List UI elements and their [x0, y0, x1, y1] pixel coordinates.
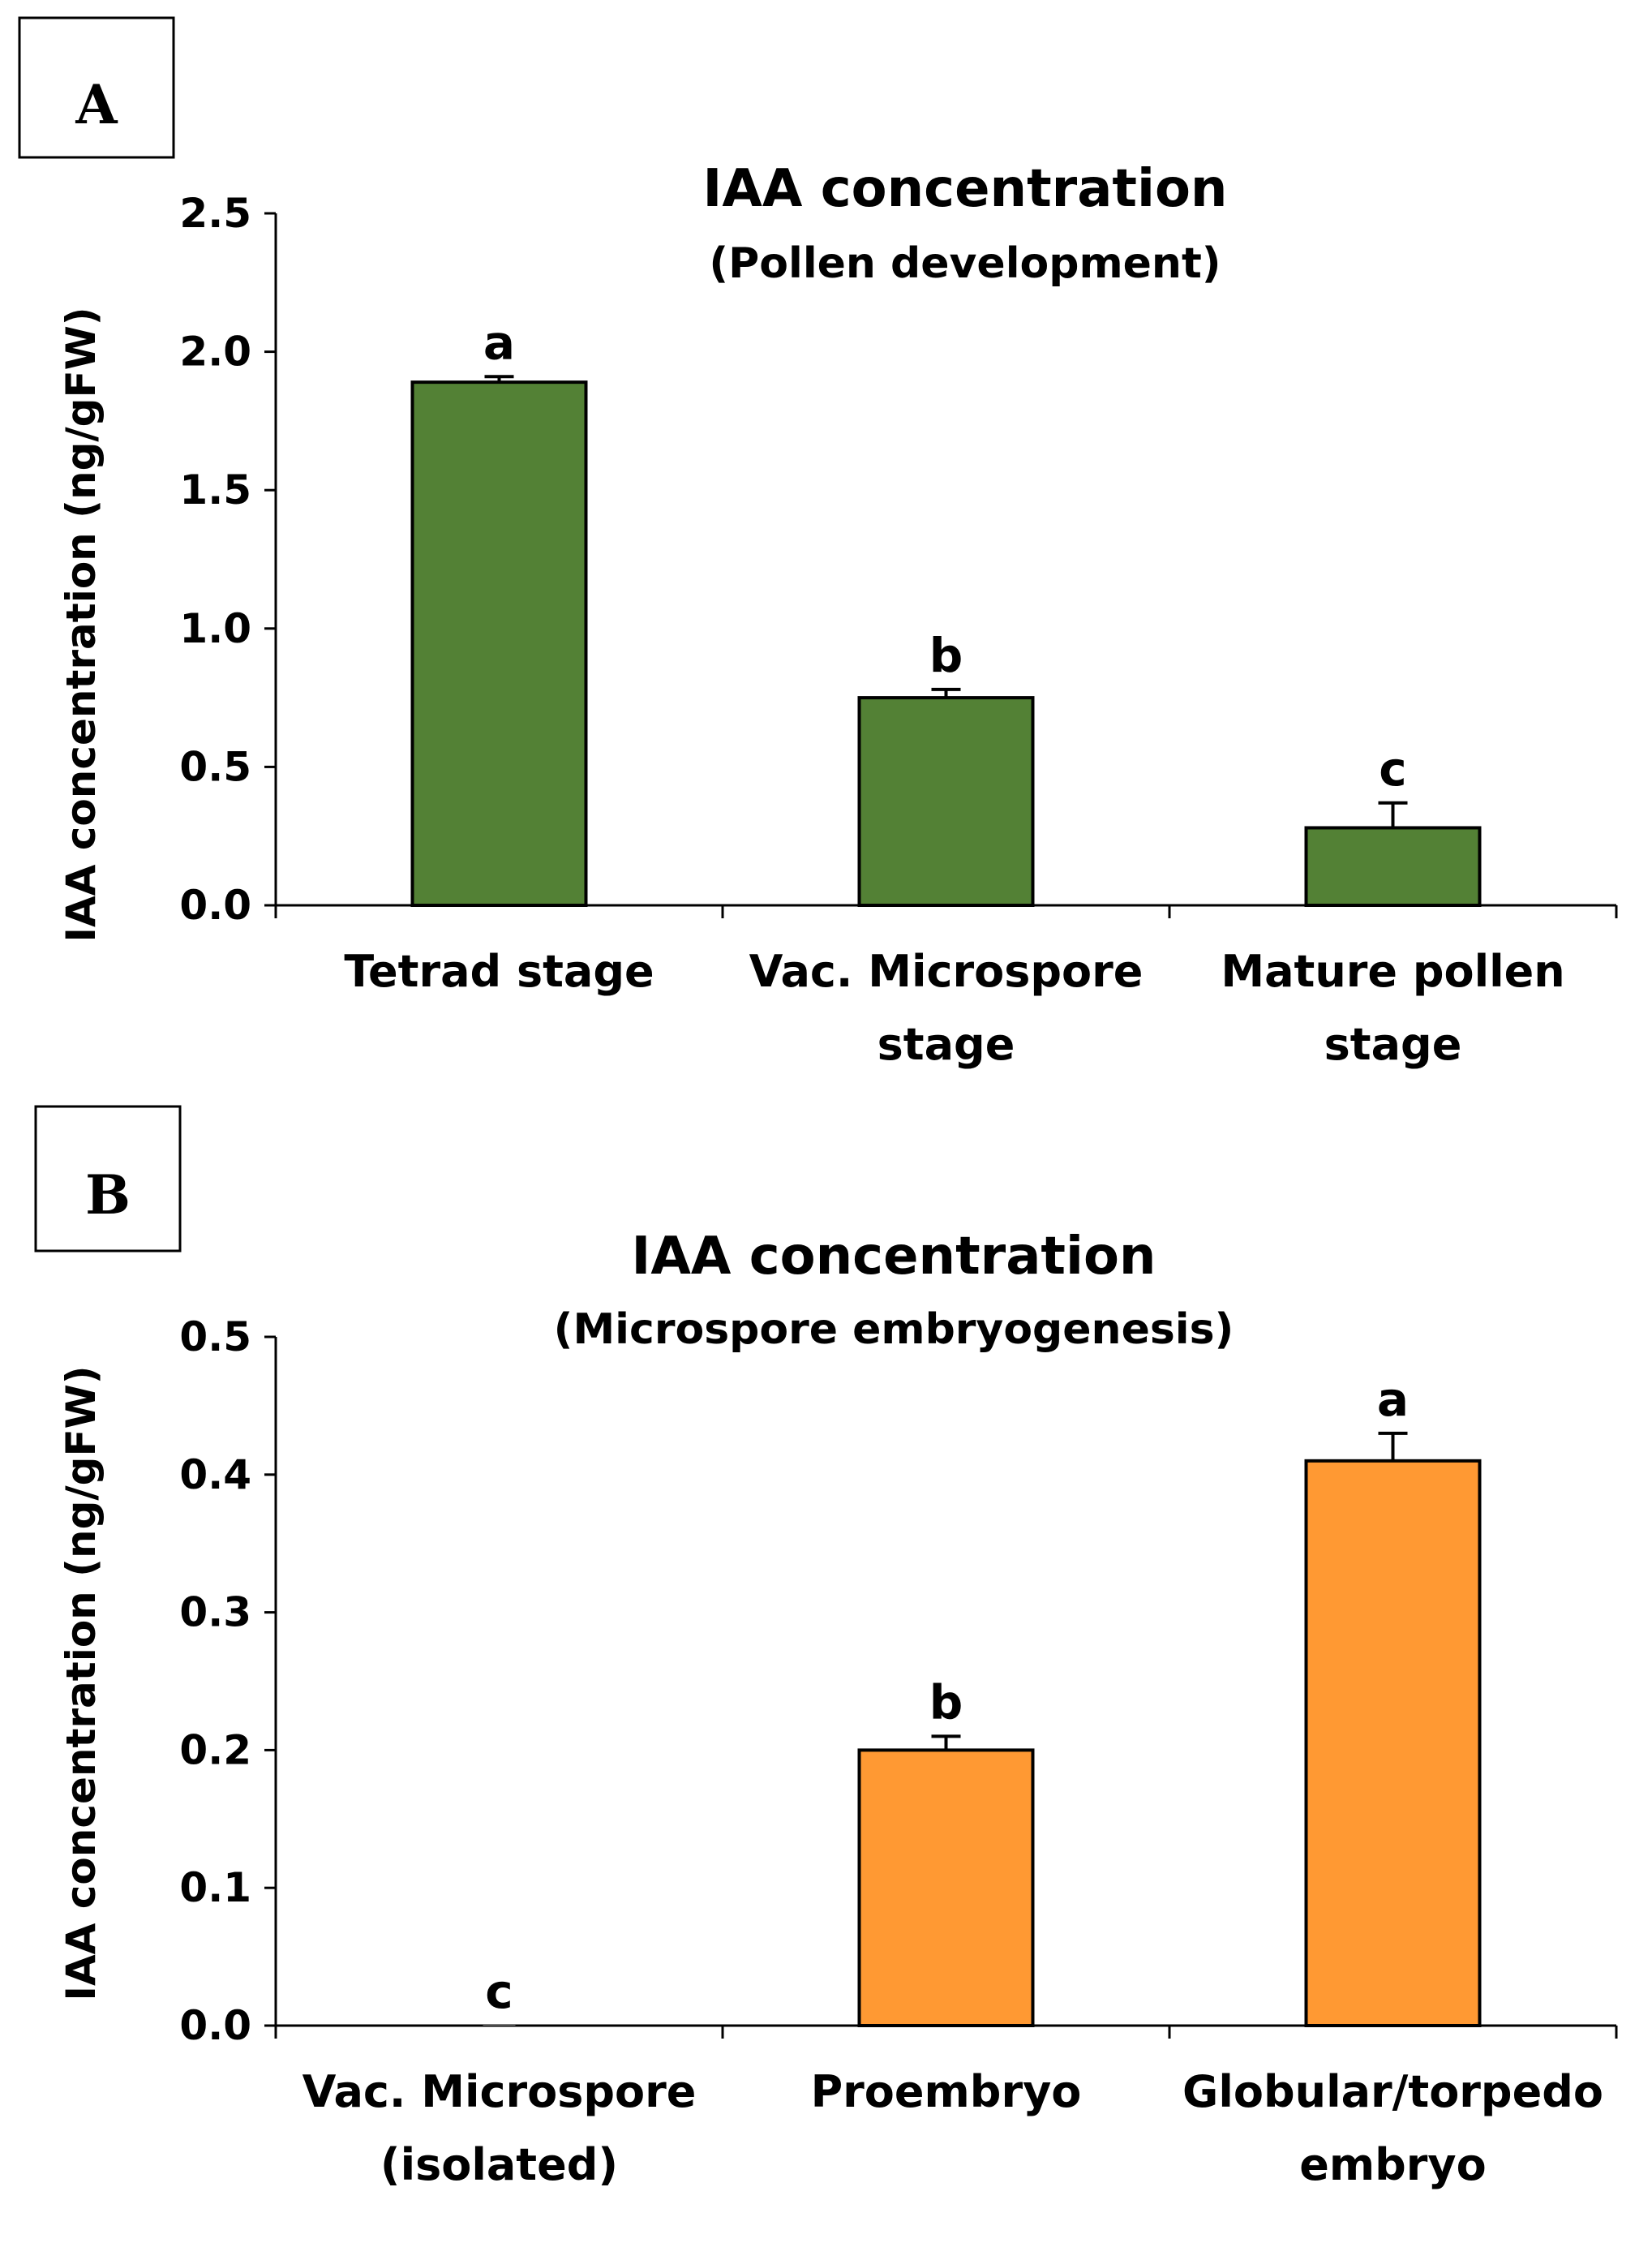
panel-b-significance-label: a: [1377, 1372, 1409, 1427]
panel-b-significance-label: c: [485, 1964, 513, 2019]
panel-a-bar: [1304, 826, 1482, 907]
panel-a: A IAA concentration (Pollen development)…: [18, 16, 1618, 1070]
panel-a-y-tick-label: 1.5: [179, 466, 251, 513]
panel-b-subtitle: (Microspore embryogenesis): [554, 1305, 1234, 1354]
panel-a-significance-label: b: [929, 628, 963, 683]
panel-a-category-label: stage: [1324, 1019, 1462, 1070]
panel-b-bar: [857, 1748, 1035, 2027]
panel-a-y-tick-label: 0.0: [179, 882, 251, 929]
panel-a-bar: [410, 380, 588, 907]
panel-b-y-tick-label: 0.3: [179, 1589, 251, 1636]
panel-a-significance-label: a: [483, 315, 515, 370]
panel-b-category-label: (isolated): [380, 2139, 618, 2190]
panel-b-bar: [1304, 1459, 1482, 2027]
panel-a-y-tick-label: 2.5: [179, 190, 251, 237]
panel-b-y-tick-label: 0.2: [179, 1726, 251, 1773]
panel-a-y-tick-label: 0.5: [179, 743, 251, 790]
panel-a-y-tick-label: 1.0: [179, 605, 251, 652]
panel-a-y-tick-label: 2.0: [179, 329, 251, 376]
panel-b-letter-box: [34, 1105, 182, 1253]
panel-b-category-label: Proembryo: [811, 2066, 1082, 2117]
panel-b-y-axis-label: IAA concentration (ng/gFW): [58, 1365, 105, 2000]
panel-a-category-label: Mature pollen: [1221, 946, 1564, 997]
panel-b-y-tick-label: 0.4: [179, 1451, 251, 1498]
panel-b-y-tick-label: 0.1: [179, 1864, 251, 1911]
panel-b-significance-label: b: [929, 1674, 963, 1730]
panel-a-bar: [857, 696, 1035, 907]
panel-b-plot: 0.0 0.1 0.2 0.3 0.4 0.5 c Vac. Microspore (isola…: [179, 1313, 1618, 2190]
panel-a-letter: A: [75, 73, 118, 136]
panel-a-y-axis-label: IAA concentration (ng/gFW): [58, 307, 105, 942]
panel-a-plot: 0.0 0.5 1.0 1.5 2.0 2.5 a Tetrad stage b Vac. Mic…: [179, 190, 1618, 1070]
panel-b-category-label: embryo: [1299, 2139, 1486, 2190]
panel-b-y-tick-label: 0.0: [179, 2002, 251, 2049]
panel-a-significance-label: c: [1379, 741, 1406, 797]
panel-b: B IAA concentration (Microspore embryoge…: [34, 1105, 1618, 2190]
panel-b-letter: B: [85, 1163, 131, 1227]
panel-b-category-label: Vac. Microspore: [303, 2066, 697, 2117]
panel-a-category-label: Tetrad stage: [344, 946, 654, 997]
panel-a-title: IAA concentration: [703, 159, 1228, 219]
panel-a-letter-box: [18, 16, 175, 159]
panel-a-category-label: Vac. Microspore: [749, 946, 1144, 997]
panel-b-y-tick-label: 0.5: [179, 1313, 251, 1360]
panel-b-title: IAA concentration: [632, 1227, 1156, 1287]
panel-a-subtitle: (Pollen development): [709, 239, 1221, 288]
panel-a-category-label: stage: [877, 1019, 1015, 1070]
panel-b-category-label: Globular/torpedo: [1182, 2066, 1603, 2117]
